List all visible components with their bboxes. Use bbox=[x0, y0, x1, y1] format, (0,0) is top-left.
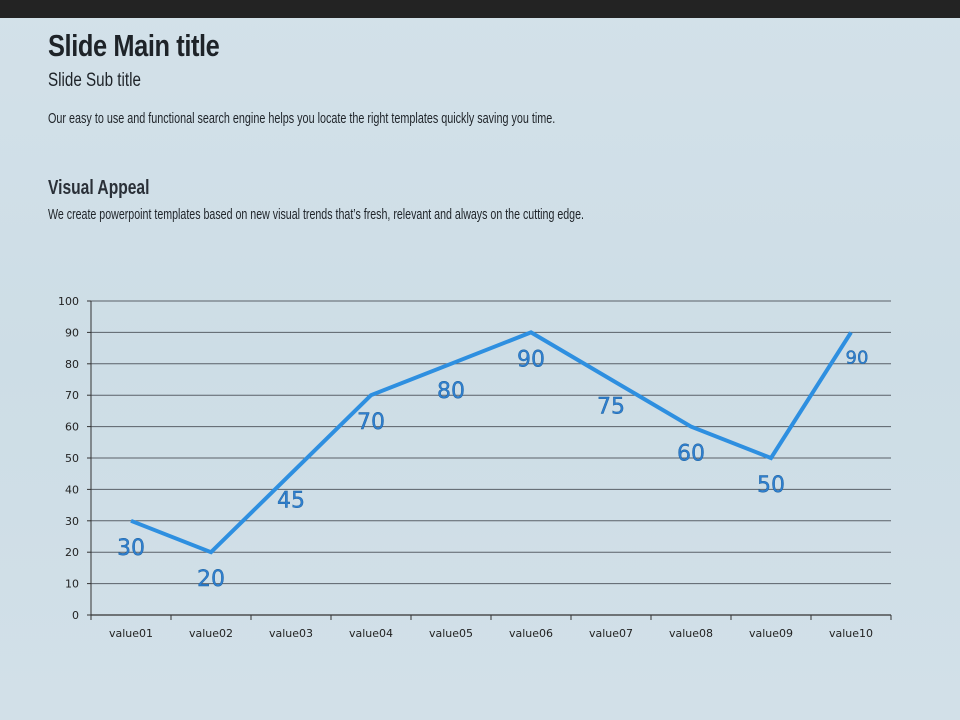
x-tick-label: value05 bbox=[429, 627, 473, 640]
y-tick-label: 60 bbox=[65, 421, 79, 434]
y-tick-label: 40 bbox=[65, 483, 79, 496]
x-tick-label: value06 bbox=[509, 627, 553, 640]
data-label: 70 bbox=[357, 410, 385, 435]
x-tick-label: value10 bbox=[829, 627, 873, 640]
y-tick-label: 90 bbox=[65, 326, 79, 339]
page-title: Slide Main title bbox=[48, 28, 220, 63]
data-label: 20 bbox=[197, 567, 225, 592]
y-tick-label: 30 bbox=[65, 515, 79, 528]
y-tick-label: 80 bbox=[65, 358, 79, 371]
data-label: 60 bbox=[677, 442, 705, 467]
y-tick-label: 0 bbox=[72, 609, 79, 622]
x-tick-label: value02 bbox=[189, 627, 233, 640]
data-label: 90 bbox=[846, 347, 869, 368]
data-label: 30 bbox=[117, 536, 145, 561]
x-tick-label: value04 bbox=[349, 627, 393, 640]
x-tick-label: value08 bbox=[669, 627, 713, 640]
x-tick-label: value01 bbox=[109, 627, 153, 640]
page-subtitle: Slide Sub title bbox=[48, 70, 141, 91]
data-label: 75 bbox=[597, 395, 625, 420]
y-tick-label: 70 bbox=[65, 389, 79, 402]
series-line bbox=[130, 330, 853, 555]
top-bar bbox=[0, 0, 960, 18]
data-label: 90 bbox=[517, 347, 545, 372]
y-tick-label: 20 bbox=[65, 546, 79, 559]
x-tick-label: value03 bbox=[269, 627, 313, 640]
page-description: Our easy to use and functional search en… bbox=[48, 110, 556, 127]
section-heading: Visual Appeal bbox=[48, 177, 150, 199]
x-tick-label: value09 bbox=[749, 627, 793, 640]
y-tick-label: 100 bbox=[58, 295, 79, 308]
data-label: 50 bbox=[757, 473, 785, 498]
y-tick-label: 50 bbox=[65, 452, 79, 465]
y-tick-label: 10 bbox=[65, 578, 79, 591]
data-label: 80 bbox=[437, 379, 465, 404]
x-tick-label: value07 bbox=[589, 627, 633, 640]
data-label: 45 bbox=[277, 489, 305, 514]
section-text: We create powerpoint templates based on … bbox=[48, 206, 584, 223]
